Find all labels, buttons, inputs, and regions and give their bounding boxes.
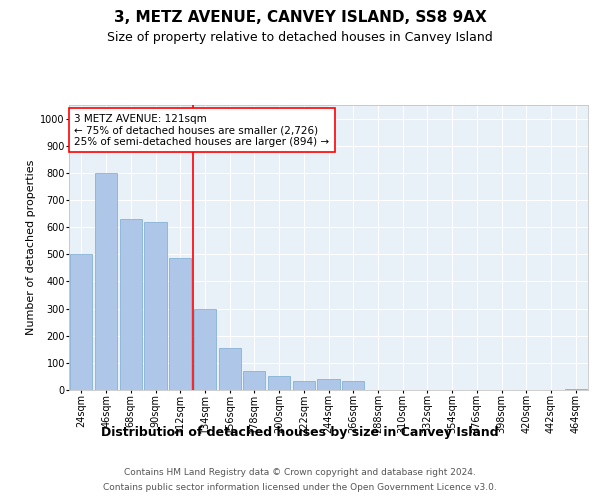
Bar: [565, 388, 587, 390]
Bar: [243, 371, 265, 390]
Bar: [119, 219, 142, 390]
Y-axis label: Number of detached properties: Number of detached properties: [26, 160, 36, 335]
Bar: [268, 376, 290, 390]
Bar: [70, 254, 92, 390]
Bar: [194, 308, 216, 390]
Text: Contains public sector information licensed under the Open Government Licence v3: Contains public sector information licen…: [103, 483, 497, 492]
Bar: [317, 379, 340, 390]
Bar: [342, 380, 364, 390]
Bar: [145, 222, 167, 390]
Bar: [293, 380, 315, 390]
Bar: [218, 348, 241, 390]
Text: 3, METZ AVENUE, CANVEY ISLAND, SS8 9AX: 3, METZ AVENUE, CANVEY ISLAND, SS8 9AX: [113, 10, 487, 25]
Text: Distribution of detached houses by size in Canvey Island: Distribution of detached houses by size …: [101, 426, 499, 439]
Text: Size of property relative to detached houses in Canvey Island: Size of property relative to detached ho…: [107, 31, 493, 44]
Text: 3 METZ AVENUE: 121sqm
← 75% of detached houses are smaller (2,726)
25% of semi-d: 3 METZ AVENUE: 121sqm ← 75% of detached …: [74, 114, 329, 147]
Text: Contains HM Land Registry data © Crown copyright and database right 2024.: Contains HM Land Registry data © Crown c…: [124, 468, 476, 477]
Bar: [169, 258, 191, 390]
Bar: [95, 173, 117, 390]
